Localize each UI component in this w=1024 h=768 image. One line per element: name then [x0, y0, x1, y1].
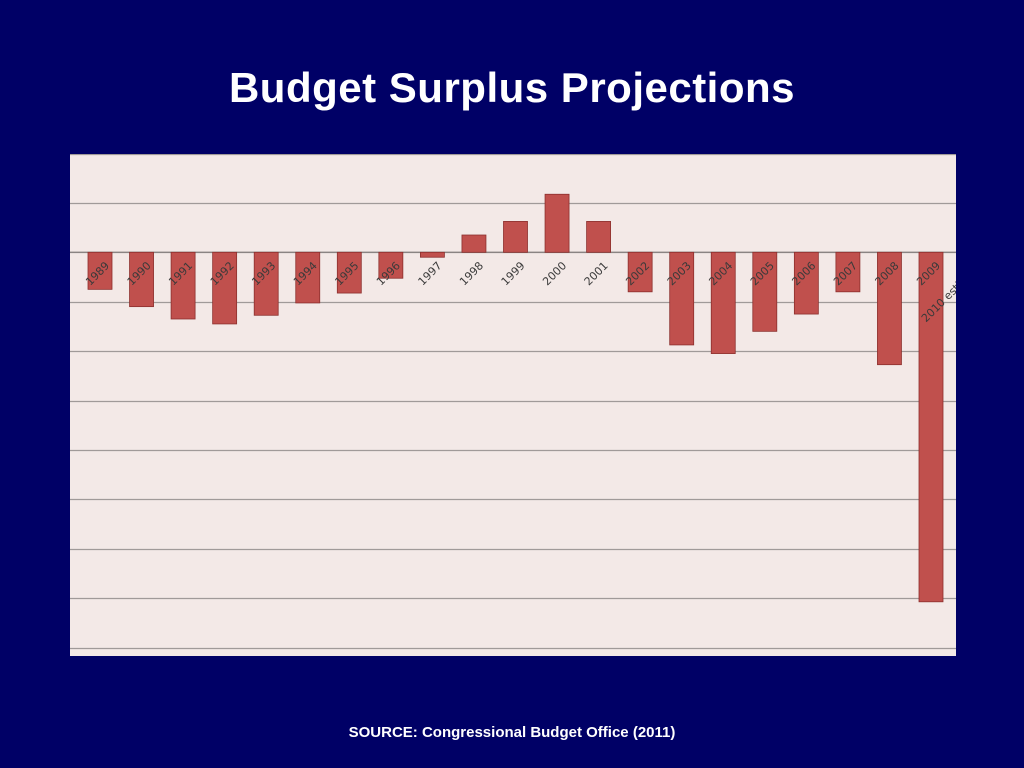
source-note: SOURCE: Congressional Budget Office (201… — [348, 724, 676, 741]
bar-1992 — [212, 251, 238, 325]
bar-2007 — [835, 251, 861, 293]
bar-1997 — [419, 251, 445, 258]
bar-2009 — [918, 251, 944, 603]
tick-label-1998: 1998 — [457, 259, 486, 288]
bar-1996 — [378, 251, 404, 279]
bar-1990 — [129, 251, 154, 308]
bar-2008 — [877, 251, 902, 366]
bar-1998 — [461, 234, 487, 253]
bar-2003 — [669, 251, 695, 346]
bar-1991 — [170, 251, 196, 320]
bar-2001 — [586, 221, 611, 253]
bar-2004 — [710, 251, 736, 354]
bar-2000 — [544, 193, 570, 253]
tick-label-1999: 1999 — [499, 259, 528, 288]
bar-1989 — [87, 251, 113, 290]
tick-label-2000: 2000 — [540, 259, 569, 288]
bar-chart: 1989 1990 1991 1992 1993 1994 1995 1996 1997 1998… — [70, 154, 956, 656]
tick-label-2001: 2001 — [582, 259, 611, 288]
slide-title: Budget Surplus Projections — [228, 64, 796, 111]
bar-2006 — [793, 251, 819, 315]
bar-1995 — [336, 251, 362, 294]
chart-svg: 1989 1990 1991 1992 1993 1994 1995 1996 1997 1998… — [70, 154, 956, 650]
bar-2002 — [627, 251, 653, 293]
bar-2005 — [752, 251, 778, 332]
bar-1994 — [295, 251, 321, 304]
bar-1993 — [253, 251, 279, 316]
bar-1999 — [503, 221, 528, 253]
tick-label-1997: 1997 — [416, 259, 445, 288]
